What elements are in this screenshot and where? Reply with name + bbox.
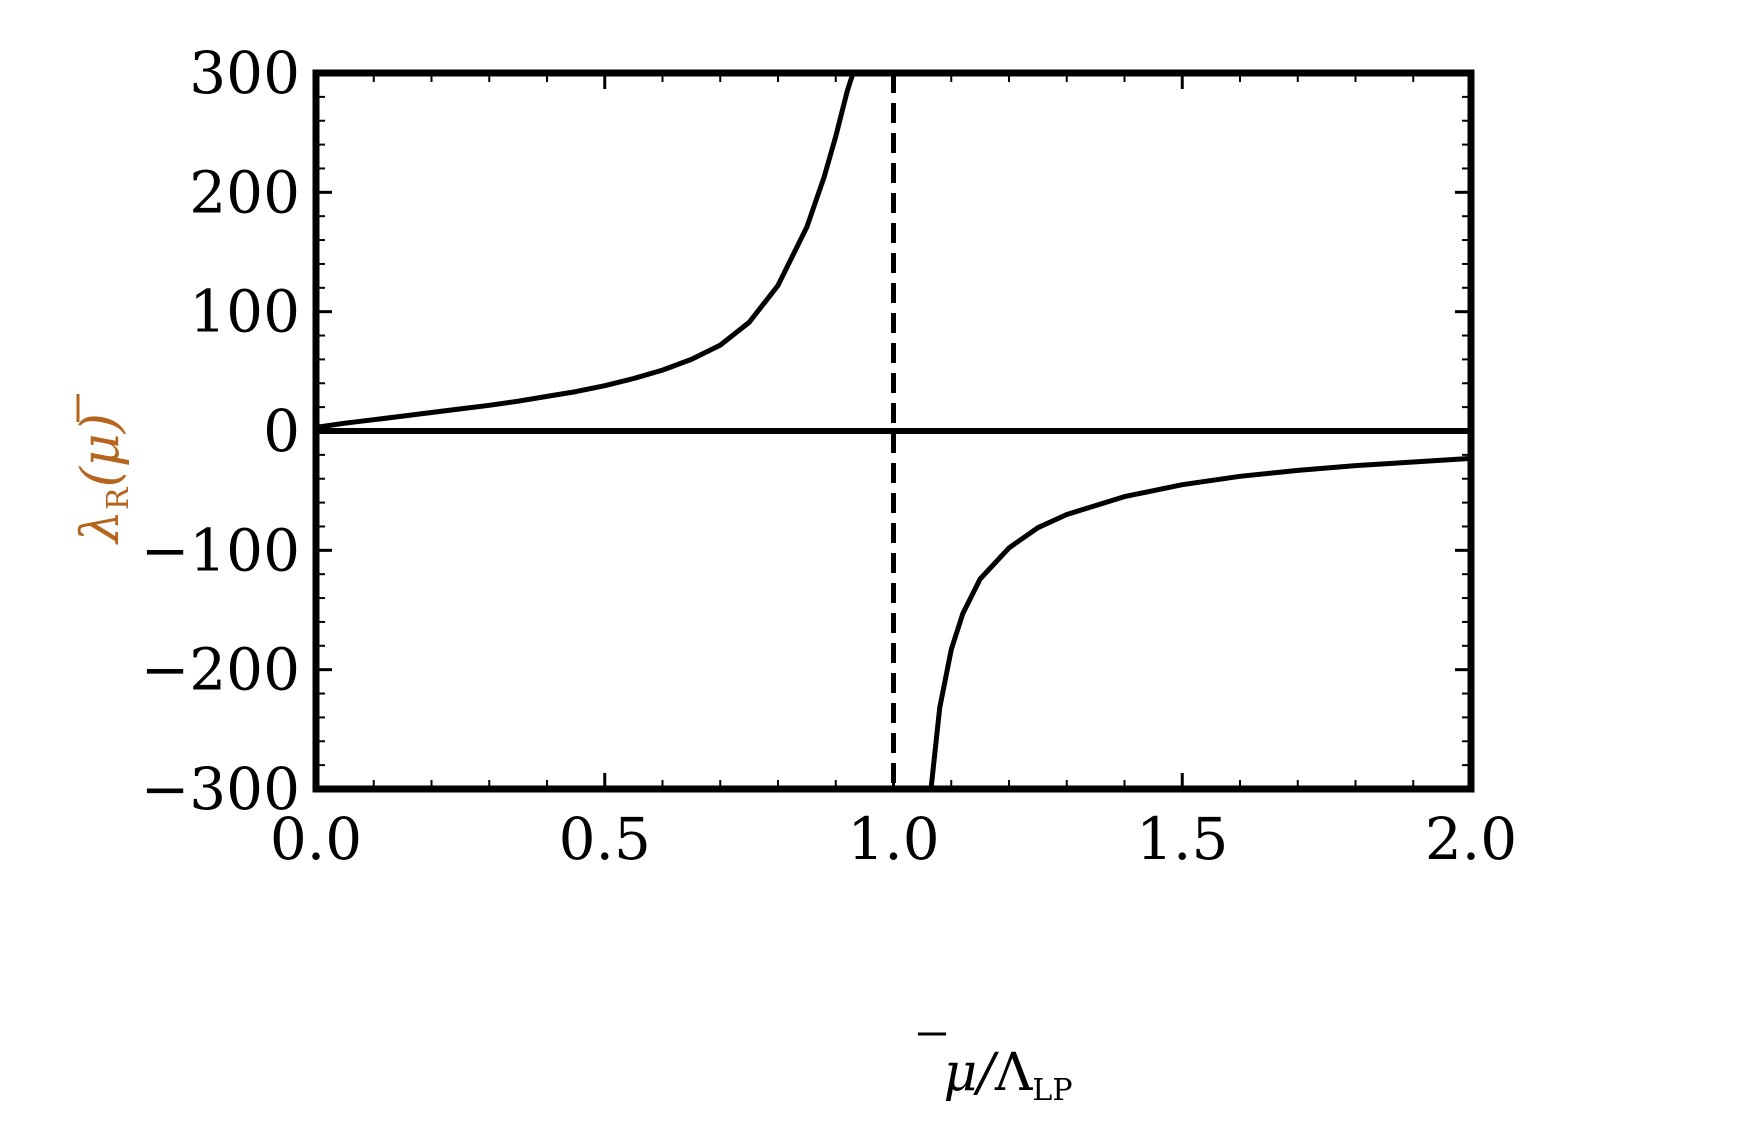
x-axis-label-base: μ: [944, 1043, 978, 1103]
y-tick-label: −300: [141, 755, 300, 823]
x-tick-label: 2.0: [1425, 805, 1517, 873]
x-tick-labels: 0.0 0.5 1.0 1.5 2.0: [270, 805, 1517, 873]
y-tick-label: 100: [189, 278, 300, 346]
y-axis-label: λR(μ): [71, 413, 136, 545]
x-tick-label: 0.0: [270, 805, 362, 873]
x-axis-label-sym: Λ: [994, 1043, 1034, 1103]
y-tick-labels: 300 200 100 0 −100 −200 −300: [141, 39, 300, 823]
x-tick-label: 0.5: [559, 805, 651, 873]
y-tick-label: −100: [141, 516, 300, 584]
x-axis-label: μ/ΛLP: [944, 1043, 1073, 1108]
series-line-2: [928, 455, 1474, 792]
series-group: [313, 70, 1474, 792]
plot-frame: [312, 69, 1475, 793]
series-line-1: [313, 70, 856, 430]
y-tick-label: 300: [189, 39, 300, 107]
x-axis-label-sep: /: [972, 1043, 999, 1103]
y-axis-label-group: λR(μ): [71, 394, 136, 545]
y-tick-label: −200: [141, 636, 300, 704]
x-tick-label: 1.5: [1136, 805, 1228, 873]
x-axis-label-sub: LP: [1032, 1073, 1072, 1108]
y-axis-label-arg: (μ): [71, 413, 131, 487]
y-axis-label-base: λ: [71, 510, 131, 545]
y-axis-label-sub: R: [101, 486, 136, 510]
x-tick-label: 1.0: [847, 805, 939, 873]
y-tick-label: 200: [189, 158, 300, 226]
y-tick-label: 0: [263, 397, 300, 465]
